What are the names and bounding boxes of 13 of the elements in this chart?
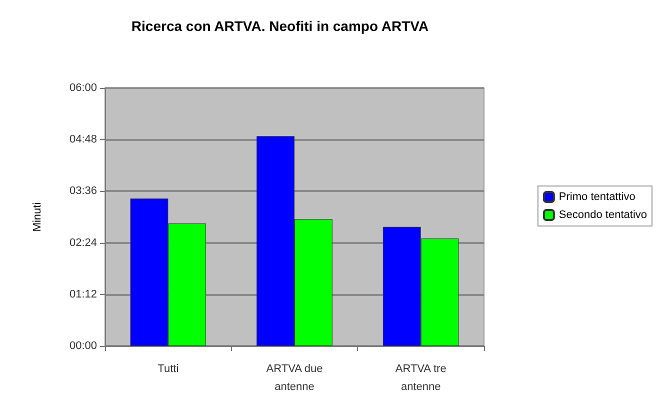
y-tick-label: 02:24: [69, 236, 97, 249]
y-tick-label: 03:36: [69, 185, 97, 198]
x-tick-label: ARTVA due antenne: [266, 363, 323, 393]
y-axis-title: Minuti: [32, 202, 44, 232]
y-tick-label: 00:00: [69, 340, 97, 352]
y-tick-label: 04:48: [69, 134, 97, 146]
legend-label: Primo tentattivo: [558, 191, 636, 203]
y-tick-label: 06:00: [69, 82, 97, 94]
chart-title: Ricerca con ARTVA. Neofiti in campo ARTVA: [131, 18, 429, 34]
legend-label: Secondo tentativo: [558, 209, 648, 221]
y-tick-label: 01:12: [69, 288, 97, 300]
x-tick-label: ARTVA tre antenne: [395, 363, 446, 393]
x-tick-label: Tutti: [158, 363, 179, 375]
